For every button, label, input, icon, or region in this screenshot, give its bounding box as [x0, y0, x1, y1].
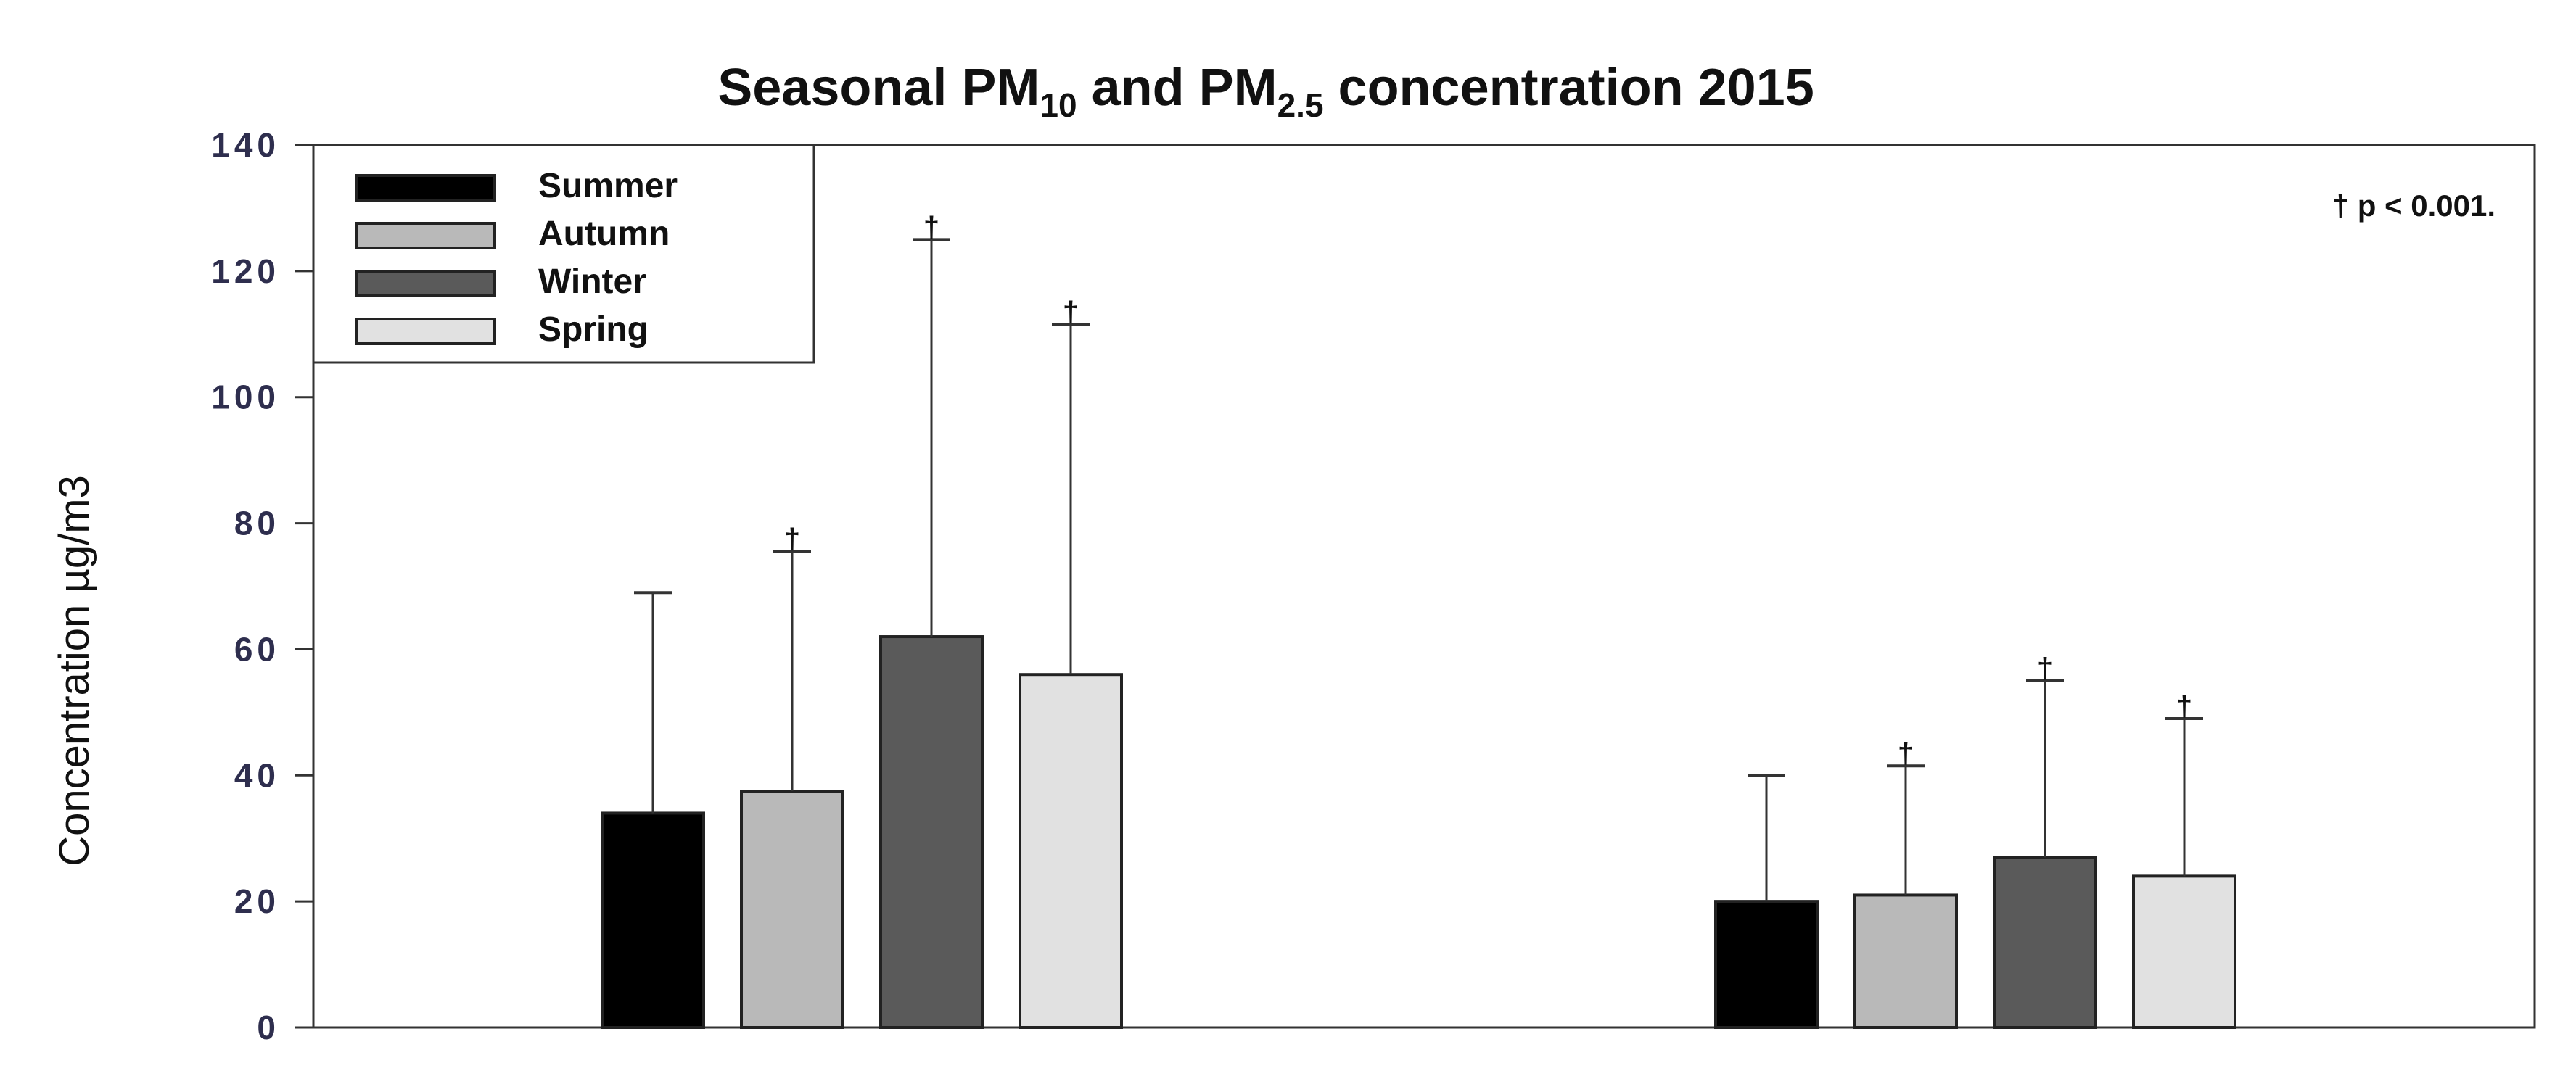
- significance-mark: †: [923, 211, 939, 243]
- title-seasonal-pm: Seasonal PM: [717, 59, 1040, 117]
- legend-label-summer: Summer: [538, 167, 678, 205]
- bar-spring-group-2: [2132, 874, 2236, 1030]
- y-tick-label: 60: [234, 630, 280, 668]
- legend-label-winter: Winter: [538, 262, 646, 301]
- y-axis-ticks: 0 20 40 60 80 100 120 140: [211, 126, 313, 1046]
- error-bars: † † † † † †: [634, 211, 2203, 902]
- bar-winter-group-2: [1993, 856, 2097, 1029]
- legend-swatch-autumn: [355, 222, 496, 249]
- title-sub-10: 10: [1040, 86, 1077, 124]
- significance-mark: †: [1063, 297, 1079, 328]
- significance-mark: †: [2176, 690, 2192, 722]
- legend-label-autumn: Autumn: [538, 215, 670, 253]
- y-tick-label: 80: [234, 505, 280, 542]
- bar-winter-group-1: [879, 635, 984, 1029]
- legend-swatch-summer: [355, 174, 496, 202]
- y-tick-label: 20: [234, 882, 280, 920]
- significance-mark: †: [2037, 653, 2053, 684]
- y-tick-label: 120: [211, 252, 280, 290]
- significance-mark: †: [1898, 737, 1914, 769]
- bar-summer-group-2: [1714, 900, 1819, 1029]
- y-axis-label: Concentration µg/m3: [51, 475, 98, 866]
- y-tick-label: 0: [257, 1009, 280, 1046]
- bar-autumn-group-2: [1853, 893, 1958, 1029]
- legend: Summer Autumn Winter Spring: [312, 144, 815, 364]
- y-tick-label: 100: [211, 379, 280, 416]
- title-and-pm: and PM: [1077, 59, 1277, 117]
- y-tick-label: 140: [211, 126, 280, 164]
- significance-note: † p < 0.001.: [2332, 189, 2495, 223]
- chart-title: Seasonal PM10 and PM2.5 concentration 20…: [717, 59, 1814, 124]
- title-sub-25: 2.5: [1277, 86, 1324, 124]
- y-tick-label: 40: [234, 756, 280, 794]
- legend-swatch-spring: [355, 318, 496, 345]
- bar-spring-group-1: [1019, 673, 1123, 1029]
- significance-mark: †: [784, 524, 800, 555]
- legend-swatch-winter: [355, 270, 496, 297]
- bars: [601, 635, 2236, 1030]
- bar-summer-group-1: [601, 811, 705, 1029]
- legend-label-spring: Spring: [538, 310, 649, 349]
- plot-frame: [312, 144, 2536, 1029]
- title-suffix: concentration 2015: [1324, 59, 1814, 117]
- bar-autumn-group-1: [740, 790, 844, 1029]
